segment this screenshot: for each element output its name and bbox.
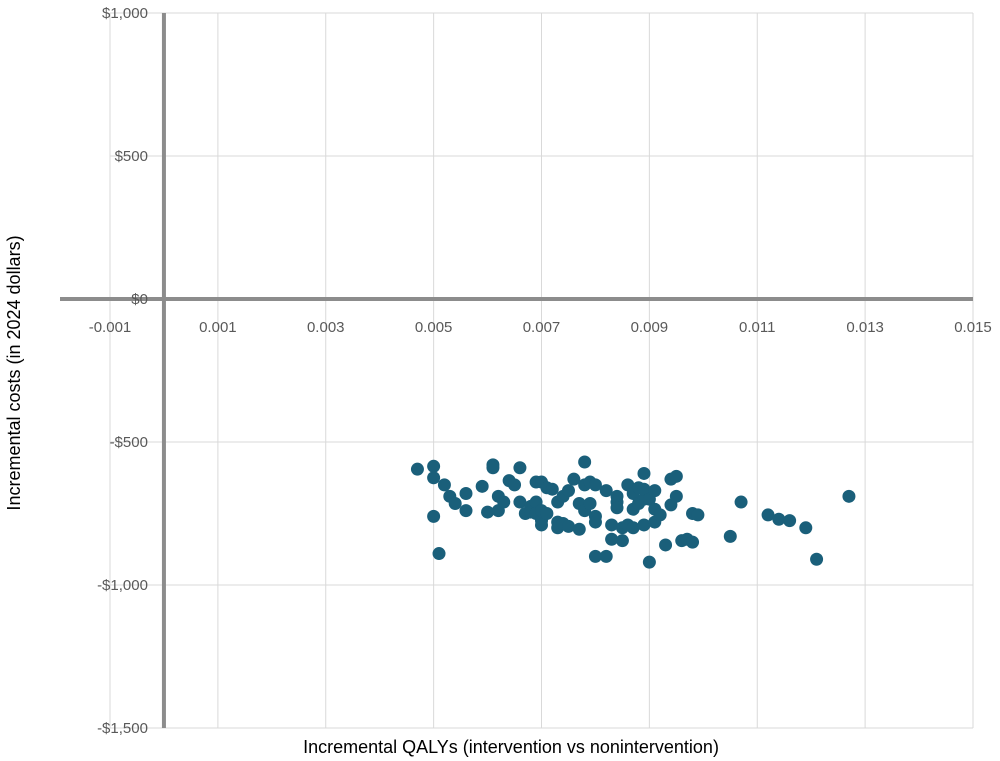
data-point — [637, 518, 651, 532]
y-axis-title: Incremental costs (in 2024 dollars) — [4, 235, 24, 510]
data-point — [497, 495, 511, 509]
data-point — [761, 508, 775, 522]
data-point — [583, 496, 597, 510]
x-tick-label: 0.003 — [307, 319, 345, 336]
data-point — [561, 519, 575, 533]
data-point — [669, 469, 683, 483]
tick-labels: -0.001 0.001 0.003 0.005 0.007 0.009 0.011 0.01… — [89, 5, 992, 737]
data-point — [734, 495, 748, 509]
data-point — [605, 532, 619, 546]
data-point — [599, 549, 613, 563]
data-point — [427, 471, 441, 485]
data-point — [691, 508, 705, 522]
grid-lines — [109, 12, 974, 729]
data-point — [427, 509, 441, 523]
data-point — [605, 518, 619, 532]
data-point — [578, 455, 592, 469]
x-tick-label: 0.011 — [739, 319, 775, 336]
data-point — [637, 482, 651, 496]
data-point — [599, 484, 613, 498]
y-tick-label: -$500 — [110, 434, 148, 451]
y-tick-label: $500 — [115, 148, 148, 165]
data-point — [567, 472, 581, 486]
y-tick-label: -$1,000 — [97, 577, 148, 594]
data-point — [810, 552, 824, 566]
data-point — [432, 547, 446, 561]
data-point — [427, 459, 441, 473]
data-point — [437, 478, 451, 492]
data-point — [626, 521, 640, 535]
data-point — [561, 484, 575, 498]
data-point — [410, 462, 424, 476]
data-point — [572, 522, 586, 536]
data-point — [642, 555, 656, 569]
data-point — [686, 535, 700, 549]
data-point — [481, 505, 495, 519]
x-tick-label: 0.013 — [846, 319, 884, 336]
x-tick-label: 0.001 — [199, 319, 237, 336]
x-tick-label: 0.015 — [954, 319, 992, 336]
data-point — [535, 518, 548, 532]
data-point — [799, 521, 813, 535]
data-point — [588, 478, 602, 492]
data-point — [615, 534, 629, 548]
data-point — [588, 515, 602, 529]
data-point — [540, 507, 554, 520]
data-point — [486, 461, 500, 475]
data-point — [588, 549, 602, 563]
y-tick-label: $0 — [131, 291, 148, 308]
data-point — [659, 538, 673, 552]
data-point — [783, 514, 797, 528]
x-axis-title: Incremental QALYs (intervention vs nonin… — [303, 737, 719, 757]
data-point — [637, 466, 651, 480]
x-tick-label: -0.001 — [89, 319, 132, 336]
data-points — [410, 455, 856, 569]
data-point — [723, 529, 737, 543]
data-point — [459, 504, 473, 518]
data-point — [772, 512, 786, 526]
data-point — [513, 461, 527, 475]
data-point — [513, 495, 527, 509]
x-tick-label: 0.007 — [523, 319, 561, 336]
axes — [60, 13, 973, 728]
data-point — [842, 489, 856, 503]
data-point — [669, 489, 683, 503]
x-tick-label: 0.009 — [631, 319, 669, 336]
y-tick-label: $1,000 — [102, 5, 148, 22]
y-tick-label: -$1,500 — [97, 720, 148, 737]
data-point — [475, 479, 489, 493]
data-point — [459, 486, 473, 500]
data-point — [545, 482, 559, 496]
data-point — [610, 501, 624, 515]
data-point — [653, 508, 667, 522]
x-tick-label: 0.005 — [415, 319, 453, 336]
data-point — [648, 484, 662, 498]
data-point — [508, 478, 522, 492]
data-point — [448, 496, 462, 510]
